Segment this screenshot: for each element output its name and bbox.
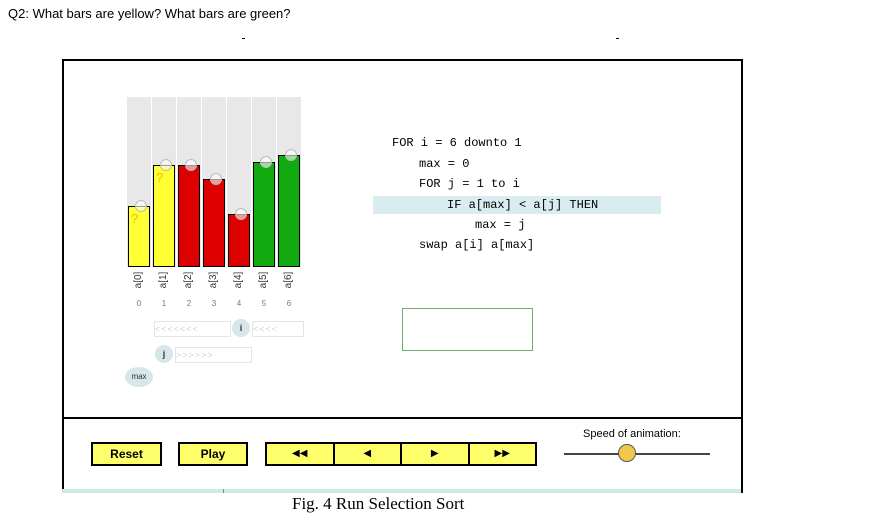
index-number: 2	[186, 299, 192, 308]
fast-forward-button[interactable]: ▶▶	[467, 444, 536, 464]
index-number: 1	[161, 299, 167, 308]
index-number: 6	[286, 299, 292, 308]
controls-divider	[62, 417, 741, 419]
stray-dot	[616, 38, 619, 39]
unknown-mark: ?	[131, 211, 139, 226]
bar-top-marker	[285, 149, 297, 161]
bar-top-marker	[135, 200, 147, 212]
rewind-button[interactable]: ◀◀	[292, 448, 308, 459]
array-index-label: a[2]	[183, 271, 194, 289]
code-line-2: max = 0	[419, 157, 470, 171]
array-bars: ??	[127, 97, 304, 267]
array-bar	[203, 173, 225, 267]
max-pointer[interactable]: max	[125, 367, 153, 387]
current-line-highlight	[373, 196, 661, 214]
step-back-button[interactable]: ◀	[332, 444, 401, 464]
j-pointer[interactable]: j	[155, 345, 173, 363]
i-track-left: <<<<<<<	[154, 321, 231, 337]
stray-dot	[242, 38, 245, 39]
bar-top-marker	[210, 173, 222, 185]
array-bar	[178, 159, 200, 267]
figure-caption: Fig. 4 Run Selection Sort	[292, 494, 465, 513]
array-index-label: a[6]	[283, 271, 294, 289]
code-line-1: FOR i = 6 downto 1	[392, 136, 522, 150]
array-bar	[253, 156, 275, 267]
array-labels: a[0] a[1] a[2] a[3] a[4] a[5] a[6]	[127, 268, 307, 292]
bar-top-marker	[235, 208, 247, 220]
output-box	[402, 308, 533, 351]
array-index-label: a[4]	[233, 271, 244, 289]
i-track-right: <<<<	[252, 321, 304, 337]
speed-slider-knob[interactable]	[618, 444, 636, 462]
array-bar: ?	[153, 159, 175, 267]
code-line-6: swap a[i] a[max]	[419, 238, 535, 252]
array-index-label: a[0]	[133, 271, 144, 289]
i-pointer[interactable]: i	[232, 319, 250, 337]
code-line-4: IF a[max] < a[j] THEN	[447, 198, 599, 212]
index-number: 4	[236, 299, 242, 308]
index-number: 0	[136, 299, 142, 308]
step-navigation: ◀◀ ◀ ▶ ▶▶	[265, 442, 537, 466]
array-index-label: a[3]	[208, 271, 219, 289]
array-bar: ?	[128, 200, 150, 267]
question-text: Q2: What bars are yellow? What bars are …	[8, 6, 291, 21]
bar-top-marker	[260, 156, 272, 168]
j-track: >>>>>>	[175, 347, 252, 363]
reset-button[interactable]: Reset	[91, 442, 162, 466]
array-index-label: a[1]	[158, 271, 169, 289]
array-bar	[228, 208, 250, 267]
index-number: 3	[211, 299, 217, 308]
step-forward-button[interactable]: ▶	[400, 444, 468, 464]
array-bar	[278, 149, 300, 267]
code-line-5: max = j	[475, 218, 526, 232]
bar-top-marker	[185, 159, 197, 171]
index-number: 5	[261, 299, 267, 308]
bottom-strip	[62, 489, 741, 493]
play-button[interactable]: Play	[178, 442, 248, 466]
bar-top-marker	[160, 159, 172, 171]
speed-slider-track[interactable]	[564, 453, 710, 455]
unknown-mark: ?	[156, 170, 164, 185]
speed-label: Speed of animation:	[583, 428, 681, 440]
array-index-label: a[5]	[258, 271, 269, 289]
code-line-3: FOR j = 1 to i	[419, 177, 520, 191]
